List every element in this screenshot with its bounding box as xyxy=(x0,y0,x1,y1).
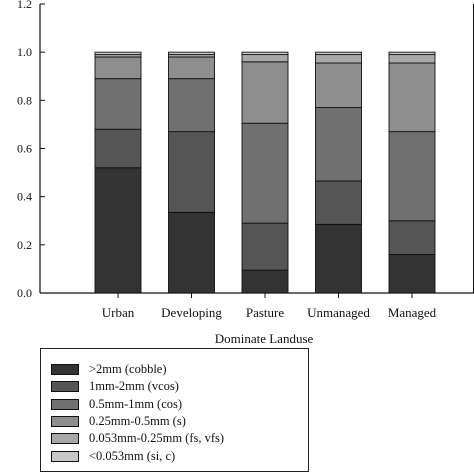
bar-segment-developing-5 xyxy=(168,51,215,56)
x-tick-label: Managed xyxy=(388,305,437,320)
y-tick-label: 0.6 xyxy=(17,142,32,156)
y-tick-label: 0.4 xyxy=(17,190,32,204)
y-tick-label: 0.8 xyxy=(17,93,32,107)
plot-area: 0.0 0.2 0.4 0.6 0.8 1.0 1.2 Urban Developing Pas… xyxy=(17,0,474,346)
y-tick-label: 1.2 xyxy=(17,0,32,11)
bar-segment-urban-3 xyxy=(94,56,142,80)
x-tick-label: Unmanaged xyxy=(307,305,370,320)
bar-segment-pasture-1 xyxy=(241,222,289,271)
x-tick-label: Urban xyxy=(102,305,135,320)
legend-label: 0.5mm-1mm (cos) xyxy=(89,396,183,411)
bar-segment-urban-0 xyxy=(94,167,142,294)
legend-item: 1mm-2mm (vcos) xyxy=(51,378,298,395)
bar-segment-developing-0 xyxy=(168,211,215,294)
bar-segment-developing-2 xyxy=(168,78,215,133)
bar-segment-pasture-4 xyxy=(241,54,289,63)
bar-segment-unmanaged-5 xyxy=(315,51,362,56)
bar-segment-pasture-0 xyxy=(241,269,289,294)
legend-swatch xyxy=(51,450,79,462)
bar-segment-unmanaged-0 xyxy=(315,223,362,294)
bar-segment-managed-4 xyxy=(388,54,436,64)
chart-legend: >2mm (cobble) 1mm-2mm (vcos) 0.5mm-1mm (co… xyxy=(40,348,309,472)
legend-swatch xyxy=(51,416,79,428)
bar-segment-managed-1 xyxy=(388,220,436,255)
y-tick-label: 0.2 xyxy=(17,238,32,252)
bar-segment-unmanaged-2 xyxy=(315,107,362,182)
legend-swatch xyxy=(51,433,79,445)
x-axis-ticks: Urban Developing Pasture Unmanaged Managed xyxy=(102,293,437,320)
legend-label: >2mm (cobble) xyxy=(89,362,167,377)
bar-segment-unmanaged-1 xyxy=(315,180,362,225)
legend-item: 0.25mm-0.5mm (s) xyxy=(51,413,298,430)
x-tick-label: Pasture xyxy=(246,305,285,320)
bar-segment-pasture-5 xyxy=(241,51,289,56)
legend-label: 0.053mm-0.25mm (fs, vfs) xyxy=(89,431,225,446)
y-tick-label: 1.0 xyxy=(17,45,32,59)
bar-segment-urban-1 xyxy=(94,128,142,169)
legend-label: 1mm-2mm (vcos) xyxy=(89,379,179,394)
bar-segment-unmanaged-3 xyxy=(315,62,362,109)
x-axis-label: Dominate Landuse xyxy=(215,331,314,346)
legend-item: 0.5mm-1mm (cos) xyxy=(51,396,298,413)
bar-segment-unmanaged-4 xyxy=(315,54,362,64)
legend-item: >2mm (cobble) xyxy=(51,361,298,378)
legend-item: 0.053mm-0.25mm (fs, vfs) xyxy=(51,430,298,447)
x-tick-label: Developing xyxy=(161,305,222,320)
legend-label: 0.25mm-0.5mm (s) xyxy=(89,414,186,429)
bar-segment-managed-5 xyxy=(388,51,436,56)
bar-segment-developing-3 xyxy=(168,56,215,80)
bar-segment-pasture-2 xyxy=(241,122,289,224)
bar-segment-managed-2 xyxy=(388,131,436,222)
legend-label: <0.053mm (si, c) xyxy=(89,448,176,463)
bar-segment-managed-0 xyxy=(388,254,436,294)
bar-segment-developing-1 xyxy=(168,131,215,213)
y-axis-ticks: 0.0 0.2 0.4 0.6 0.8 1.0 1.2 xyxy=(17,0,45,300)
legend-swatch xyxy=(51,381,79,393)
y-tick-label: 0.0 xyxy=(17,286,32,300)
legend-item: <0.053mm (si, c) xyxy=(51,447,298,464)
bar-segment-urban-5 xyxy=(94,51,142,56)
legend-swatch xyxy=(51,398,79,410)
bar-segment-urban-2 xyxy=(94,78,142,130)
legend-swatch xyxy=(51,364,79,376)
bar-segment-managed-3 xyxy=(388,62,436,133)
bar-segment-pasture-3 xyxy=(241,61,289,124)
bars-group xyxy=(94,51,436,294)
